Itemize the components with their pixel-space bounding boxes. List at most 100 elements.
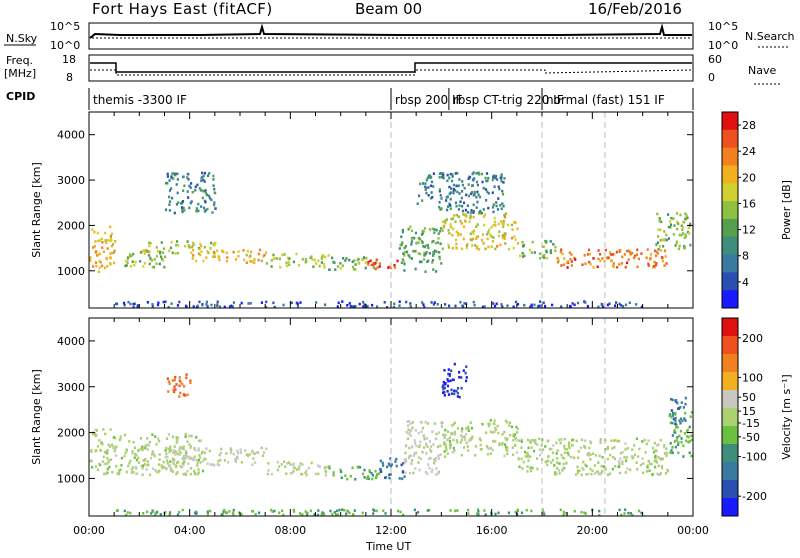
colorbar-tick-label: 50	[742, 391, 756, 404]
data-band	[668, 411, 693, 458]
colorbar-tick-label: -100	[742, 451, 767, 464]
freq-tick-low: 8	[66, 71, 73, 84]
data-band	[166, 373, 192, 398]
data-band	[398, 225, 443, 273]
x-tick-label: 04:00	[174, 524, 206, 537]
colorbar: 4 8 12 16 20 24 28 Power [dB]	[721, 111, 793, 309]
colorbar-tick-label: 100	[742, 371, 763, 384]
colorbar-swatch	[722, 480, 738, 499]
data-band	[190, 248, 268, 265]
colorbar-swatch	[722, 254, 738, 273]
colorbar-swatch	[722, 165, 738, 184]
colorbar-tick-label: 4	[742, 276, 749, 289]
power-panel: 1000 2000 3000 4000 Slant Range [km] 4 8 12 16 20…	[30, 111, 793, 309]
data-band	[266, 460, 328, 477]
data-band	[164, 446, 268, 468]
y-tick-label: 3000	[57, 174, 85, 187]
data-band	[124, 252, 167, 269]
data-band	[441, 419, 519, 458]
colorbar-frame	[721, 317, 739, 517]
y-tick-label: 4000	[57, 335, 85, 348]
data-band	[441, 212, 519, 251]
colorbar-tick-label: -15	[742, 417, 760, 430]
colorbar-swatch	[722, 426, 738, 445]
nsky-trace	[89, 23, 692, 39]
y-tick-label: 3000	[57, 381, 85, 394]
colorbar-label: Power [dB]	[780, 180, 793, 240]
cpid-segment-label: normal (fast) 151 IF	[546, 93, 665, 107]
x-tick-label: 20:00	[576, 524, 608, 537]
data-band	[556, 248, 668, 269]
colorbar-tick-label: 28	[742, 119, 756, 132]
colorbar-tick-label: 20	[742, 171, 756, 184]
colorbar-swatch	[722, 236, 738, 256]
date-title: 16/Feb/2016	[588, 0, 682, 18]
data-band	[114, 432, 205, 477]
y-axis-label: Slant Range [km]	[30, 162, 43, 258]
colorbar-swatch	[722, 372, 738, 391]
nsearch-tick-low: 10^0	[708, 39, 738, 52]
colorbar-swatch	[722, 336, 738, 355]
colorbar-swatch	[722, 272, 738, 291]
colorbar-swatch	[722, 444, 738, 463]
y-tick-label: 1000	[57, 472, 85, 485]
colorbar-swatch	[722, 354, 738, 373]
data-band	[519, 239, 557, 260]
colorbar-swatch	[722, 218, 738, 238]
cpid-segment-label: themis -3300 IF	[93, 93, 187, 107]
colorbar-swatch	[722, 112, 738, 131]
colorbar-tick-label: 200	[742, 332, 763, 345]
colorbar-tick-label: 15	[742, 405, 756, 418]
colorbar-tick-label: -200	[742, 490, 767, 503]
data-band	[379, 457, 406, 481]
x-tick-label: 12:00	[375, 524, 407, 537]
data-band	[655, 212, 692, 251]
nave-label: Nave	[748, 64, 776, 77]
colorbar-swatch	[722, 290, 738, 309]
x-tick-label: 00:00	[73, 524, 105, 537]
nave-tick-low: 0	[708, 71, 715, 84]
data-band	[164, 171, 217, 215]
data-band	[89, 428, 117, 476]
data-band	[328, 256, 378, 272]
freq-strip: Freq. [MHz] 18 8 60 0 Nave	[4, 53, 780, 85]
beam-title: Beam 00	[355, 0, 422, 18]
y-tick-label: 2000	[57, 219, 85, 232]
colorbar-frame	[721, 111, 739, 309]
data-band	[367, 258, 399, 271]
data-band	[670, 396, 687, 426]
nsky-strip: N.Sky 10^5 10^0 10^5 10^0 N.Search	[4, 20, 795, 52]
nsky-tick-low: 10^0	[50, 39, 80, 52]
nave-tick-high: 60	[708, 53, 722, 66]
nsearch-tick-high: 10^5	[708, 20, 738, 33]
nsky-label: N.Sky	[6, 32, 38, 45]
freq-label: Freq.	[6, 54, 33, 67]
cpid-segment-label: rbsp 200 IF	[395, 93, 462, 107]
colorbar-swatch	[722, 318, 738, 337]
y-axis-label: Slant Range [km]	[30, 369, 43, 465]
colorbar-swatch	[722, 390, 738, 409]
colorbar-tick-label: 12	[742, 224, 756, 237]
data-band	[89, 225, 117, 273]
y-tick-label: 2000	[57, 427, 85, 440]
colorbar-tick-label: 16	[742, 197, 756, 210]
freq-trace	[90, 62, 692, 73]
colorbar-swatch	[722, 147, 738, 166]
data-band	[139, 240, 217, 255]
data-band	[115, 508, 643, 517]
station-title: Fort Hays East (fitACF)	[92, 0, 273, 18]
nave-trace	[90, 69, 693, 76]
cpid-segment-label: rbsp CT-trig 220 IF	[453, 93, 564, 107]
colorbar-swatch	[722, 462, 738, 481]
time-axis-label: Time UT	[365, 540, 411, 553]
data-band	[265, 252, 330, 269]
x-tick-label: 00:00	[677, 524, 709, 537]
colorbar-tick-label: 24	[742, 145, 756, 158]
colorbar-tick-label: 8	[742, 250, 749, 263]
x-tick-label: 08:00	[274, 524, 306, 537]
data-band	[115, 300, 643, 309]
colorbar-swatch	[722, 129, 738, 149]
